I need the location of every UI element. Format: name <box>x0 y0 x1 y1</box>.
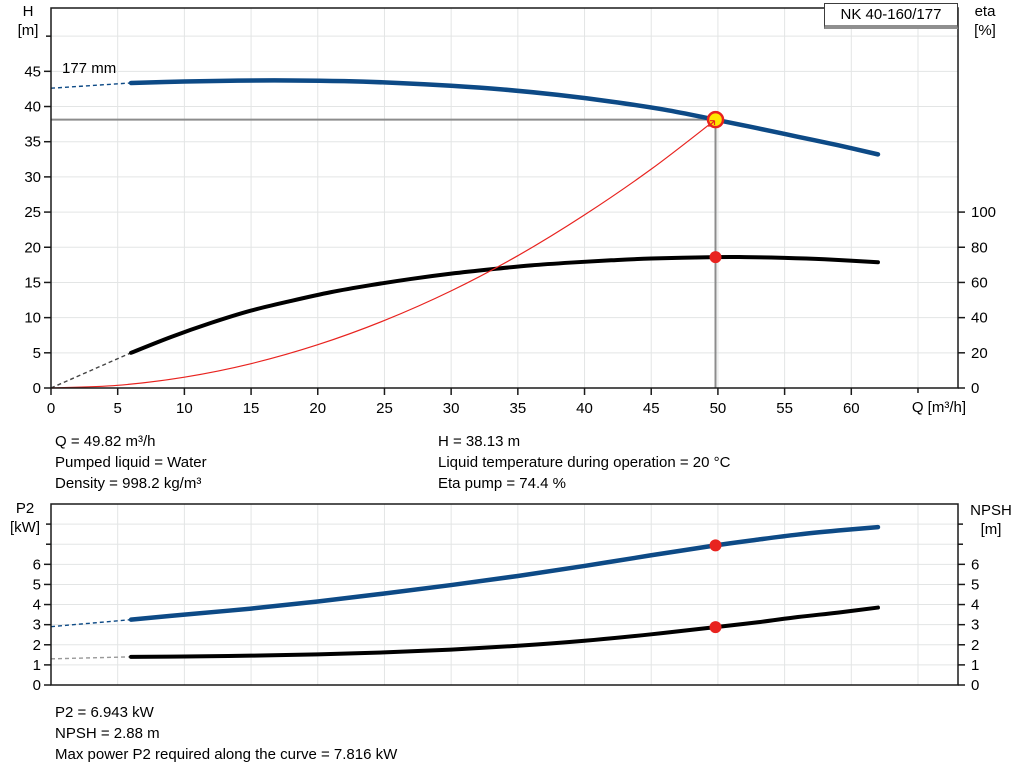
y-left-tick-label: 10 <box>24 310 41 327</box>
head-curve <box>128 78 881 157</box>
y-left-tick-label: 40 <box>24 99 41 116</box>
p2-axis-label: P2 [kW] <box>4 499 46 537</box>
y-left-tick-label: 2 <box>33 637 41 654</box>
readout-pumped-liquid: Pumped liquid = Water <box>55 454 207 471</box>
npsh-curve <box>129 605 880 659</box>
x-tick-label: 5 <box>114 400 122 417</box>
x-tick-label: 45 <box>643 400 660 417</box>
plot-frame <box>50 503 959 686</box>
readout-npsh: NPSH = 2.88 m <box>55 725 160 742</box>
readout-q: Q = 49.82 m³/h <box>55 433 156 450</box>
x-tick-label: 0 <box>47 400 55 417</box>
y-right-tick-label: 20 <box>971 345 988 362</box>
efficiency-curve-extrapolation <box>50 352 132 389</box>
y-right-tick-label: 1 <box>971 657 979 674</box>
efficiency-duty-marker[interactable] <box>709 251 722 264</box>
y-left-tick-label: 3 <box>33 617 41 634</box>
duty-readouts-left: Q = 49.82 m³/h Pumped liquid = Water Den… <box>55 431 207 494</box>
eta-axis-label: eta [%] <box>963 2 1007 40</box>
p2-curve <box>128 524 881 622</box>
y-left-tick-label: 5 <box>33 576 41 593</box>
flow-axis-label: Q [m³/h] <box>911 399 966 416</box>
y-right-tick-label: 4 <box>971 597 979 614</box>
power-readouts: P2 = 6.943 kW NPSH = 2.88 m Max power P2… <box>55 702 397 765</box>
npsh-duty-marker[interactable] <box>709 621 722 634</box>
readout-eta: Eta pump = 74.4 % <box>438 475 566 492</box>
x-tick-label: 30 <box>443 400 460 417</box>
y-left-tick-label: 1 <box>33 657 41 674</box>
p2-duty-marker[interactable] <box>709 539 722 552</box>
system-curve <box>50 119 717 389</box>
y-left-tick-label: 0 <box>33 380 41 397</box>
x-tick-label: 10 <box>176 400 193 417</box>
y-right-tick-label: 6 <box>971 556 979 573</box>
x-tick-label: 60 <box>843 400 860 417</box>
y-left-tick-label: 25 <box>24 204 41 221</box>
x-tick-label: 20 <box>309 400 326 417</box>
y-left-tick-label: 4 <box>33 597 41 614</box>
y-right-tick-label: 5 <box>971 576 979 593</box>
p2-axis-label-line1: P2 <box>15 500 35 517</box>
readout-density: Density = 998.2 kg/m³ <box>55 475 202 492</box>
x-tick-label: 15 <box>243 400 260 417</box>
x-tick-label: 50 <box>710 400 727 417</box>
head-axis-label-line2: [m] <box>17 22 39 39</box>
x-tick-label: 40 <box>576 400 593 417</box>
y-left-tick-label: 0 <box>33 677 41 694</box>
duty-readouts-right: H = 38.13 m Liquid temperature during op… <box>438 431 730 494</box>
npsh-axis-label-line2: [m] <box>980 521 1002 538</box>
eta-axis-label-line2: [%] <box>974 22 996 39</box>
x-tick-label: 25 <box>376 400 393 417</box>
y-right-tick-label: 0 <box>971 380 979 397</box>
y-right-tick-label: 40 <box>971 310 988 327</box>
y-left-tick-label: 20 <box>24 239 41 256</box>
p2-axis-label-line2: [kW] <box>10 519 40 536</box>
y-left-tick-label: 45 <box>24 63 41 80</box>
impeller-diameter-label: 177 mm <box>62 60 117 77</box>
npsh-axis-label: NPSH [m] <box>961 501 1021 539</box>
plot-frame <box>50 7 959 389</box>
eta-axis-label-line1: eta <box>974 3 996 20</box>
y-left-tick-label: 15 <box>24 274 41 291</box>
y-right-tick-label: 80 <box>971 239 988 256</box>
x-tick-label: 55 <box>776 400 793 417</box>
y-right-tick-label: 100 <box>971 204 996 221</box>
readout-h: H = 38.13 m <box>438 433 521 450</box>
y-left-tick-label: 6 <box>33 556 41 573</box>
npsh-curve-extrapolation <box>50 656 132 660</box>
readout-p2: P2 = 6.943 kW <box>55 704 154 721</box>
y-left-tick-label: 5 <box>33 345 41 362</box>
npsh-axis-label-line1: NPSH <box>970 502 1012 519</box>
efficiency-curve <box>129 254 880 355</box>
y-right-tick-label: 60 <box>971 274 988 291</box>
head-axis-label-line1: H <box>22 3 34 20</box>
readout-temperature: Liquid temperature during operation = 20… <box>438 454 731 471</box>
head-axis-label: H [m] <box>8 2 48 40</box>
head-curve-extrapolation <box>50 82 132 89</box>
pump-model-box: NK 40-160/177 <box>824 3 958 29</box>
duty-arrow-icon <box>708 120 716 128</box>
readout-max-power: Max power P2 required along the curve = … <box>55 746 398 763</box>
y-right-tick-label: 3 <box>971 617 979 634</box>
y-left-tick-label: 35 <box>24 134 41 151</box>
y-left-tick-label: 30 <box>24 169 41 186</box>
y-right-tick-label: 0 <box>971 677 979 694</box>
y-right-tick-label: 2 <box>971 637 979 654</box>
x-tick-label: 35 <box>509 400 526 417</box>
p2-curve-extrapolation <box>50 618 132 628</box>
